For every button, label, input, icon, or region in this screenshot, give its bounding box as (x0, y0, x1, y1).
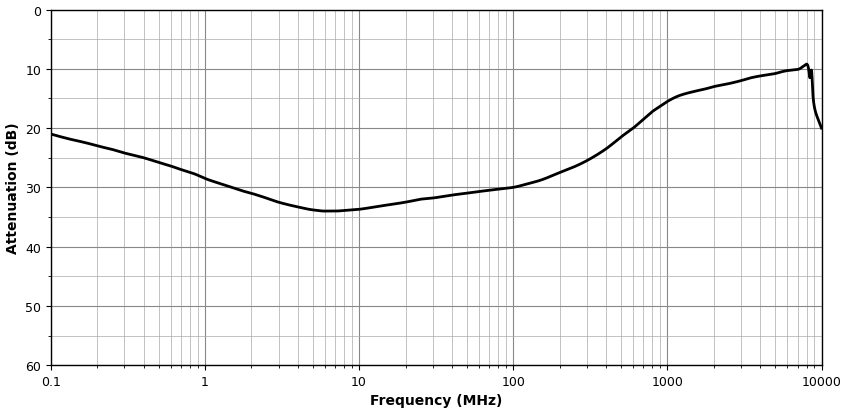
Y-axis label: Attenuation (dB): Attenuation (dB) (6, 122, 19, 254)
X-axis label: Frequency (MHz): Frequency (MHz) (370, 394, 502, 408)
